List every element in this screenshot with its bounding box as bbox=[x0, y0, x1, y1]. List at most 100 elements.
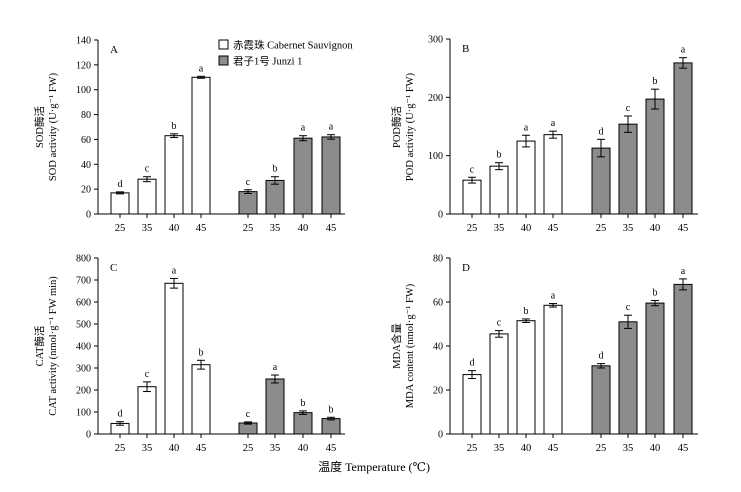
x-tick-label: 25 bbox=[596, 223, 607, 234]
x-tick-label: 25 bbox=[243, 223, 254, 234]
bar bbox=[191, 76, 211, 215]
x-tick-label: 40 bbox=[169, 443, 180, 454]
panel-label: A bbox=[110, 44, 118, 56]
y-tick-label: 200 bbox=[76, 386, 91, 397]
significance-letter: a bbox=[551, 118, 556, 129]
y-tick-label: 800 bbox=[76, 254, 91, 265]
bar bbox=[321, 418, 341, 435]
bar bbox=[265, 179, 285, 215]
significance-letter: a bbox=[551, 291, 556, 302]
significance-letter: c bbox=[145, 164, 150, 175]
bar bbox=[618, 123, 638, 215]
x-tick-label: 45 bbox=[548, 443, 559, 454]
significance-letter: c bbox=[246, 409, 251, 420]
panel-label: C bbox=[110, 262, 117, 274]
bar bbox=[618, 321, 638, 435]
significance-letter: c bbox=[145, 369, 150, 380]
bar bbox=[516, 140, 536, 215]
significance-letter: d bbox=[118, 179, 123, 190]
x-tick-label: 40 bbox=[169, 223, 180, 234]
bar bbox=[489, 333, 509, 435]
significance-letter: a bbox=[301, 123, 306, 134]
significance-letter: b bbox=[301, 398, 306, 409]
y-axis-label-cn: CAT酶活 bbox=[33, 325, 46, 366]
legend-swatch-cabernet bbox=[218, 39, 229, 50]
bar bbox=[293, 137, 313, 215]
y-tick-label: 600 bbox=[76, 298, 91, 309]
y-axis-label-cn: POD酶活 bbox=[390, 106, 403, 149]
significance-letter: d bbox=[118, 409, 123, 420]
bar bbox=[673, 283, 693, 435]
x-tick-label: 40 bbox=[298, 443, 309, 454]
significance-letter: d bbox=[470, 358, 475, 369]
y-axis-label-en: CAT activity (nmol·g⁻¹ FW min) bbox=[48, 276, 59, 416]
panel-b: 0 100 200 300 B POD酶活 POD activity (U·g⁻¹ FW) c… bbox=[390, 35, 698, 234]
y-tick-label: 400 bbox=[76, 342, 91, 353]
significance-letter: b bbox=[172, 121, 177, 132]
bar bbox=[238, 191, 258, 215]
x-tick-label: 35 bbox=[142, 443, 153, 454]
panel-a: 0 20 40 60 80 100 120 140 A SOD酶活 SOD activity (U·… bbox=[33, 36, 345, 234]
x-tick-label: 35 bbox=[623, 443, 634, 454]
y-tick-label: 40 bbox=[433, 342, 443, 353]
legend: 赤霞珠 Cabernet Sauvignon 君子1号 Junzi 1 bbox=[218, 39, 353, 68]
legend-swatch-junzi bbox=[218, 55, 229, 66]
panel-c: 0 100 200 300 400 500 600 700 800 C CAT酶活 CAT activ… bbox=[33, 254, 345, 454]
significance-letter: a bbox=[273, 362, 278, 373]
y-tick-label: 60 bbox=[81, 135, 91, 146]
bar bbox=[265, 378, 285, 435]
bar bbox=[462, 374, 482, 435]
x-tick-label: 45 bbox=[678, 443, 689, 454]
legend-label-junzi: 君子1号 Junzi 1 bbox=[233, 56, 302, 68]
bar bbox=[673, 62, 693, 215]
significance-letter: b bbox=[653, 76, 658, 87]
x-axis-label: 温度 Temperature (℃) bbox=[318, 459, 430, 474]
panels: 0 20 40 60 80 100 120 140 A SOD酶活 SOD activity (U·… bbox=[33, 35, 698, 454]
y-axis-label-en: POD activity (U·g⁻¹ FW) bbox=[405, 72, 416, 181]
x-tick-label: 40 bbox=[521, 443, 532, 454]
significance-letter: c bbox=[626, 103, 631, 114]
x-tick-label: 25 bbox=[467, 443, 478, 454]
panel-d: 0 20 40 60 80 D MDA含量 MDA content (nmol·g⁻¹ FW)… bbox=[390, 254, 698, 454]
x-tick-label: 45 bbox=[548, 223, 559, 234]
bar bbox=[137, 386, 157, 435]
y-tick-label: 20 bbox=[81, 185, 91, 196]
y-axis-label: POD酶活 POD activity (U·g⁻¹ FW) bbox=[390, 72, 416, 181]
significance-letter: b bbox=[653, 287, 658, 298]
y-tick-label: 0 bbox=[86, 430, 91, 441]
y-tick-label: 300 bbox=[428, 35, 443, 46]
significance-letter: d bbox=[599, 351, 604, 362]
bar bbox=[489, 165, 509, 215]
x-tick-label: 25 bbox=[115, 223, 126, 234]
y-tick-label: 20 bbox=[433, 386, 443, 397]
y-tick-label: 40 bbox=[81, 160, 91, 171]
bar bbox=[645, 302, 665, 435]
x-tick-label: 35 bbox=[142, 223, 153, 234]
y-axis-label-en: SOD activity (U·g⁻¹ FW) bbox=[48, 72, 59, 181]
x-tick-label: 45 bbox=[326, 443, 337, 454]
bar bbox=[591, 147, 611, 215]
bar bbox=[238, 422, 258, 435]
bar bbox=[293, 412, 313, 435]
significance-letter: a bbox=[681, 266, 686, 277]
significance-letter: b bbox=[329, 404, 334, 415]
y-tick-label: 120 bbox=[76, 60, 91, 71]
bar bbox=[462, 179, 482, 215]
significance-letter: c bbox=[470, 164, 475, 175]
panel-label: B bbox=[462, 43, 469, 55]
y-tick-label: 80 bbox=[81, 110, 91, 121]
x-tick-label: 25 bbox=[243, 443, 254, 454]
significance-letter: a bbox=[681, 45, 686, 56]
y-tick-label: 0 bbox=[438, 430, 443, 441]
y-tick-label: 100 bbox=[428, 151, 443, 162]
significance-letter: b bbox=[497, 150, 502, 161]
y-tick-label: 140 bbox=[76, 36, 91, 47]
significance-letter: a bbox=[199, 63, 204, 74]
y-axis-label: CAT酶活 CAT activity (nmol·g⁻¹ FW min) bbox=[33, 276, 59, 416]
x-tick-label: 25 bbox=[115, 443, 126, 454]
bar bbox=[543, 304, 563, 435]
x-tick-label: 35 bbox=[270, 223, 281, 234]
bar bbox=[543, 134, 563, 215]
y-axis-label: SOD酶活 SOD activity (U·g⁻¹ FW) bbox=[33, 72, 59, 181]
x-tick-label: 45 bbox=[678, 223, 689, 234]
